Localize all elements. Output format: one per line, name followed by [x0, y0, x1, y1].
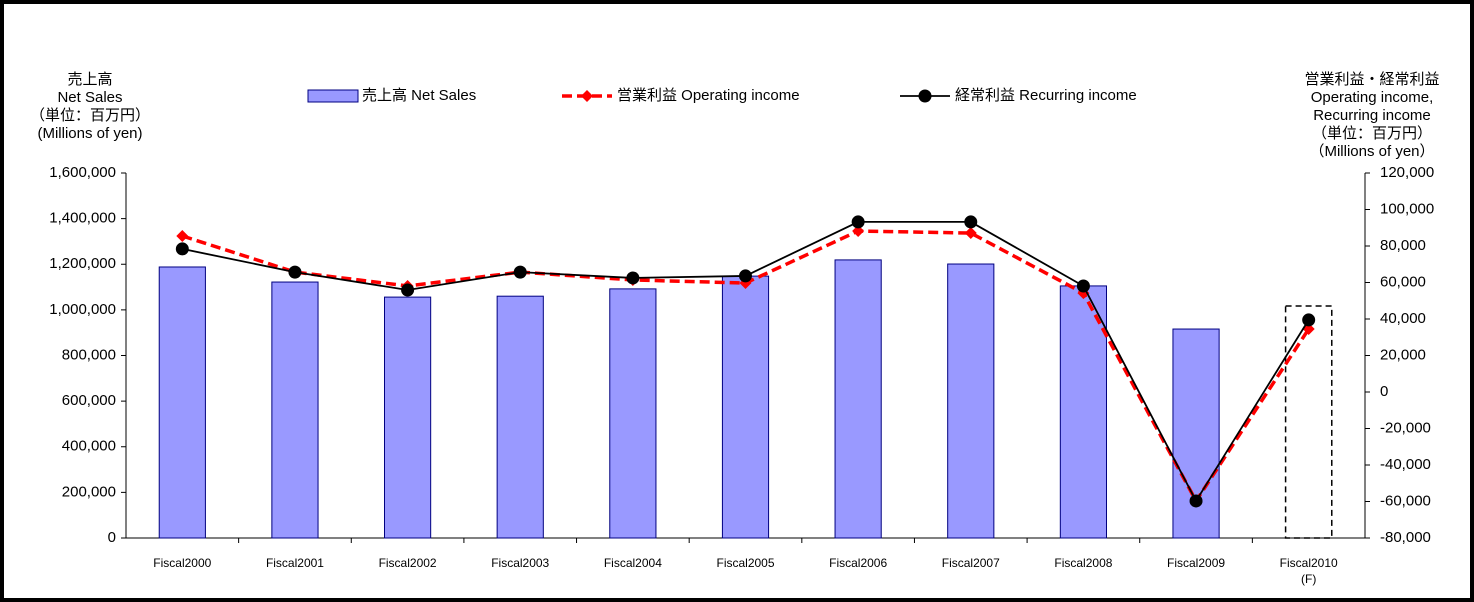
bar: [271, 281, 319, 539]
y2-tick-label: 120,000: [1380, 164, 1434, 181]
bar: [1059, 285, 1107, 539]
y-tick-label: 200,000: [62, 483, 116, 500]
y2-tick-label: 20,000: [1380, 346, 1426, 363]
category-annotation: (F): [1301, 572, 1316, 586]
bar: [384, 296, 432, 539]
y-axis-title: 売上高: [67, 71, 112, 88]
y2-tick-label: 80,000: [1380, 237, 1426, 254]
y2-tick-label: 100,000: [1380, 200, 1434, 217]
marker: [175, 242, 189, 256]
y-tick-label: 800,000: [62, 346, 116, 363]
marker: [851, 215, 865, 229]
bar: [496, 295, 544, 539]
x-tick-label: Fiscal2010: [1280, 556, 1338, 570]
marker: [513, 265, 527, 279]
y-axis-title: (Millions of yen): [37, 125, 142, 142]
marker: [1302, 313, 1316, 327]
x-tick-label: Fiscal2004: [604, 556, 662, 570]
marker: [176, 229, 189, 242]
y2-tick-label: 40,000: [1380, 310, 1426, 327]
marker: [964, 215, 978, 229]
y2-tick-label: -40,000: [1380, 456, 1431, 473]
bar: [721, 275, 770, 539]
bar: [947, 263, 995, 539]
legend-marker: [918, 89, 932, 103]
y2-tick-label: -60,000: [1380, 492, 1431, 509]
y2-tick-label: 60,000: [1380, 273, 1426, 290]
marker: [626, 271, 640, 285]
bar: [834, 259, 882, 539]
marker: [401, 283, 415, 297]
y2-axis-title: Recurring income: [1313, 107, 1431, 124]
legend-label: 経常利益 Recurring income: [955, 87, 1137, 104]
bar: [158, 266, 206, 539]
y-axis-title: Net Sales: [57, 89, 122, 106]
y2-axis-title: （Millions of yen）: [1309, 143, 1434, 160]
y2-tick-label: -80,000: [1380, 529, 1431, 546]
x-tick-label: Fiscal2009: [1167, 556, 1225, 570]
marker: [739, 269, 752, 283]
legend-label: 営業利益 Operating income: [617, 87, 800, 104]
y-tick-label: 1,600,000: [49, 164, 116, 181]
y-tick-label: 400,000: [62, 438, 116, 455]
y-tick-label: 1,000,000: [49, 301, 116, 318]
marker: [964, 227, 977, 240]
y-axis-title: （単位：百万円）: [30, 107, 150, 124]
x-tick-label: Fiscal2005: [716, 556, 774, 570]
marker: [1189, 494, 1203, 508]
x-tick-label: Fiscal2002: [379, 556, 437, 570]
y2-axis-title: Operating income,: [1311, 89, 1434, 106]
x-tick-label: Fiscal2000: [153, 556, 211, 570]
x-tick-label: Fiscal2001: [266, 556, 324, 570]
marker: [1076, 279, 1090, 293]
y-tick-label: 0: [108, 529, 116, 546]
x-tick-label: Fiscal2007: [942, 556, 1000, 570]
legend-label: 売上高 Net Sales: [362, 87, 476, 104]
legend-swatch: [307, 89, 359, 103]
y-tick-label: 1,200,000: [49, 255, 116, 272]
legend-marker: [581, 90, 593, 102]
x-tick-label: Fiscal2003: [491, 556, 549, 570]
x-tick-label: Fiscal2006: [829, 556, 887, 570]
y2-axis-title: 営業利益・経常利益: [1304, 71, 1439, 88]
y2-axis-title: （単位：百万円）: [1312, 125, 1432, 142]
marker: [852, 225, 865, 238]
bar: [1284, 305, 1333, 539]
y-tick-label: 1,400,000: [49, 210, 116, 227]
marker: [288, 265, 302, 279]
x-tick-label: Fiscal2008: [1054, 556, 1112, 570]
bar: [609, 288, 657, 539]
y-tick-label: 600,000: [62, 392, 116, 409]
y2-tick-label: -20,000: [1380, 419, 1431, 436]
y2-tick-label: 0: [1380, 383, 1388, 400]
